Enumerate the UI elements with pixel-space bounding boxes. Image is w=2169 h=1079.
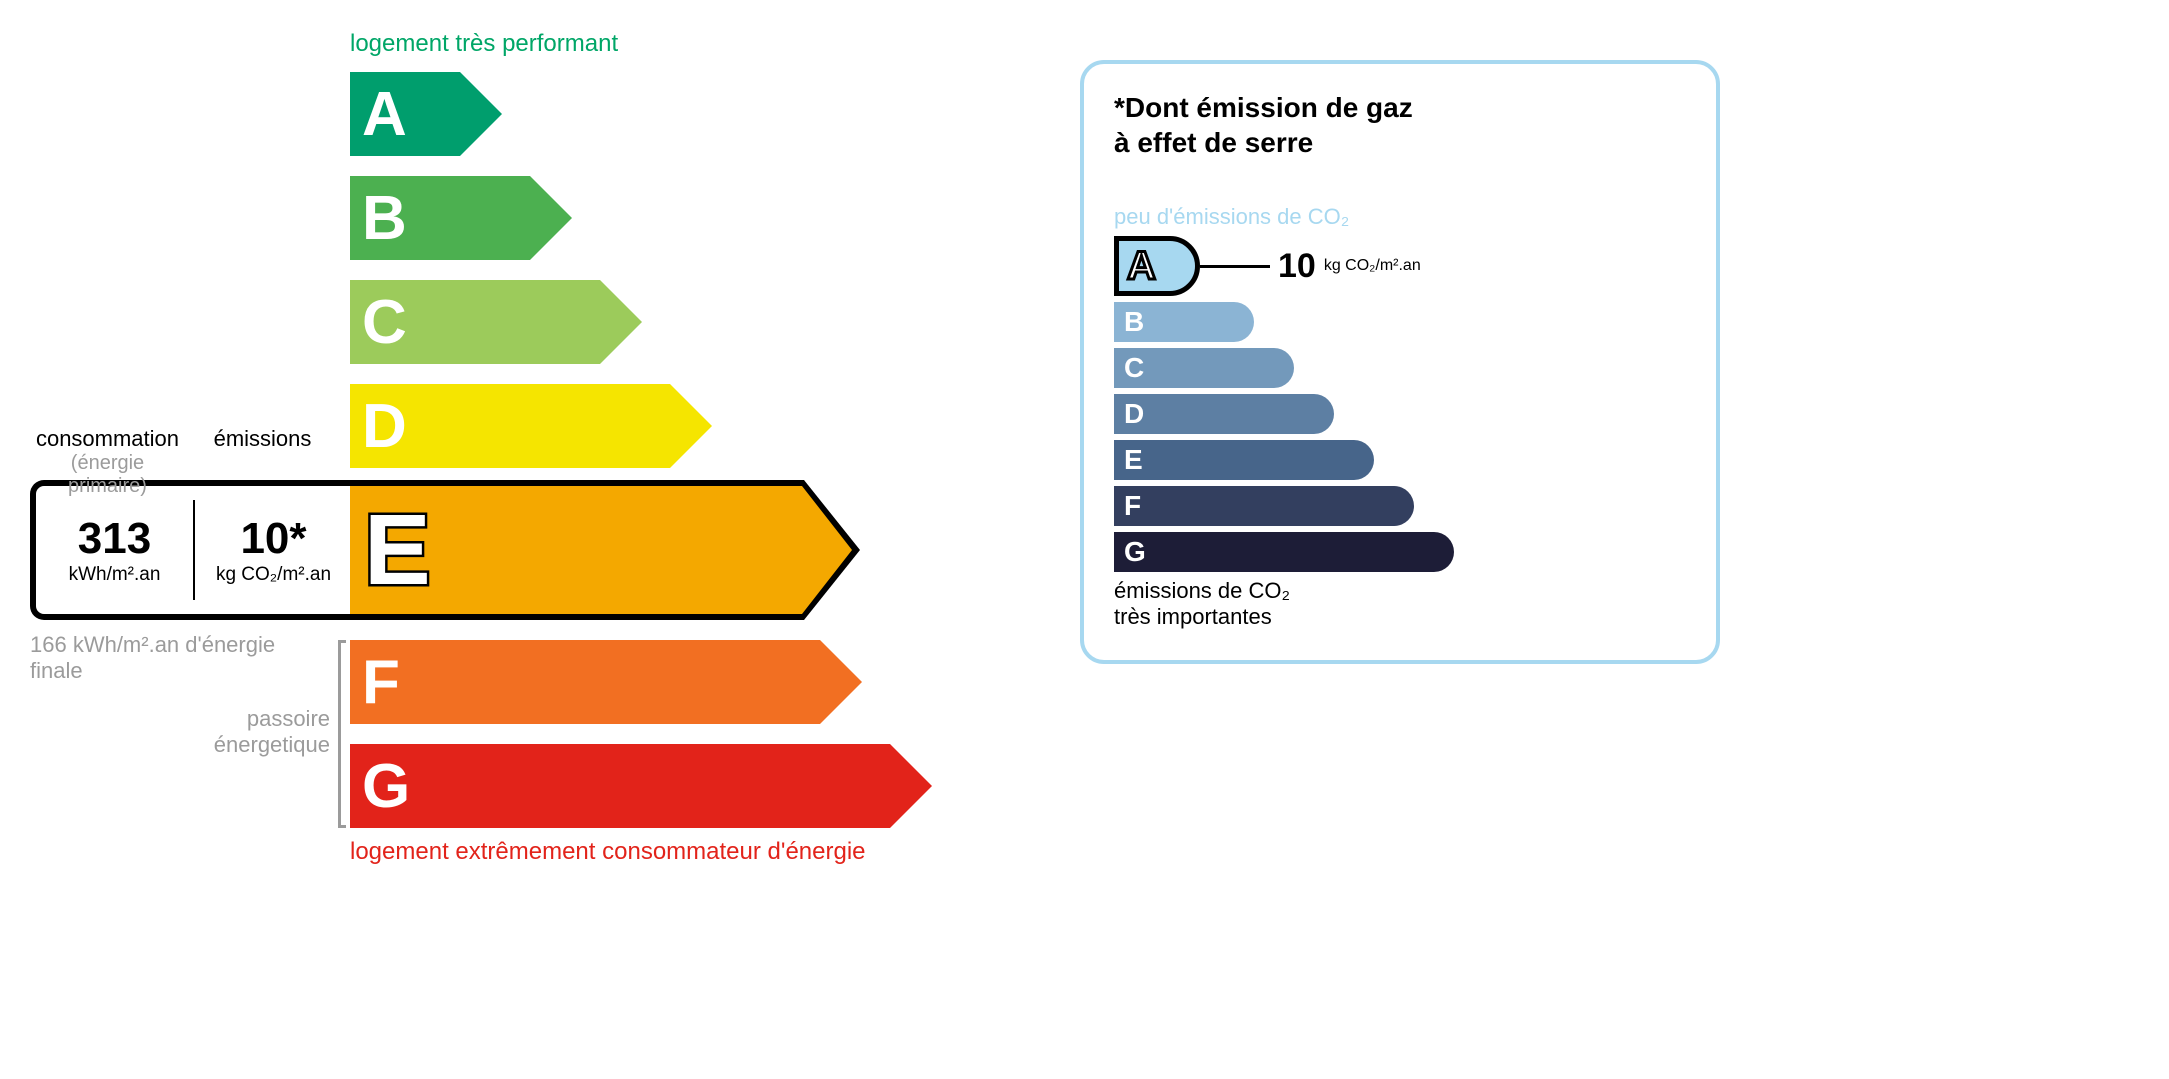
- ghg-bar-b: B: [1114, 302, 1686, 342]
- ghg-bar-g: G: [1114, 532, 1686, 572]
- energy-top-caption: logement très performant: [350, 30, 618, 58]
- ghg-value: 10: [1278, 247, 1316, 286]
- ghg-connector: [1200, 265, 1270, 268]
- ghg-panel: *Dont émission de gaz à effet de serre p…: [1080, 60, 1720, 664]
- emissions-unit: kg CO₂/m².an: [216, 564, 331, 586]
- passoire-label: passoire énergetique: [200, 706, 330, 758]
- emissions-value: 10*: [240, 514, 306, 564]
- ghg-bar-e: E: [1114, 440, 1686, 480]
- emissions-header: émissions: [185, 426, 340, 452]
- ghg-unit: kg CO₂/m².an: [1324, 257, 1421, 275]
- energy-bottom-caption: logement extrêmement consommateur d'éner…: [350, 838, 866, 866]
- final-energy-note: 166 kWh/m².an d'énergie finale: [30, 632, 330, 684]
- ghg-bar-c: C: [1114, 348, 1686, 388]
- consumption-unit: kWh/m².an: [69, 564, 161, 586]
- consumption-value-col: 313kWh/m².an: [36, 486, 193, 614]
- ghg-bar-a: A10kg CO₂/m².an: [1114, 236, 1686, 296]
- ghg-bar-f: F: [1114, 486, 1686, 526]
- emissions-value-col: 10*kg CO₂/m².an: [195, 486, 352, 614]
- ghg-top-caption: peu d'émissions de CO₂: [1114, 204, 1686, 230]
- consumption-subheader: (énergie primaire): [30, 452, 185, 498]
- ghg-bars: A10kg CO₂/m².anBCDEFG: [1114, 236, 1686, 572]
- ghg-bar-d: D: [1114, 394, 1686, 434]
- consumption-value: 313: [78, 514, 151, 564]
- selected-letter: E: [364, 493, 431, 608]
- energy-headers: consommation (énergie primaire) émission…: [30, 426, 340, 498]
- ghg-title: *Dont émission de gaz à effet de serre: [1114, 90, 1686, 160]
- consumption-header: consommation: [30, 426, 185, 452]
- energy-label: logement très performant ABCD313kWh/m².a…: [20, 30, 940, 1020]
- consumption-box: 313kWh/m².an10*kg CO₂/m².an: [30, 480, 352, 620]
- passoire-bracket-icon: [338, 640, 346, 828]
- ghg-bottom-caption: émissions de CO₂ très importantes: [1114, 578, 1686, 630]
